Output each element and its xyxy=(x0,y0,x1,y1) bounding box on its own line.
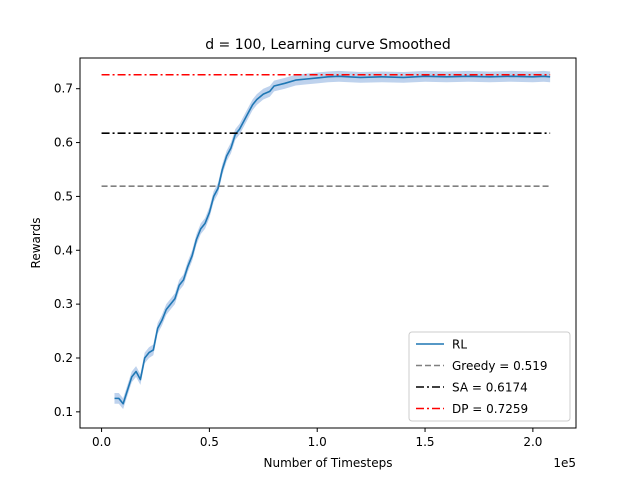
y-tick-label: 0.2 xyxy=(54,351,73,365)
x-tick-label: 0.5 xyxy=(200,435,219,449)
x-axis: 0.0 0.5 1.0 1.5 2.0 xyxy=(92,428,542,449)
x-tick-label: 0.0 xyxy=(92,435,111,449)
chart-title: d = 100, Learning curve Smoothed xyxy=(205,37,451,53)
axes-frame xyxy=(79,57,577,429)
y-axis-label: Rewards xyxy=(29,218,43,269)
y-axis: 0.1 0.2 0.3 0.4 0.5 0.6 0.7 xyxy=(54,82,80,419)
legend-label: Greedy = 0.519 xyxy=(452,359,548,373)
legend-box xyxy=(408,331,571,422)
y-tick-label: 0.1 xyxy=(54,405,73,419)
legend-label: SA = 0.6174 xyxy=(452,381,528,395)
legend-label: DP = 0.7259 xyxy=(452,402,528,416)
y-tick-label: 0.7 xyxy=(54,82,73,96)
x-axis-label: Number of Timesteps xyxy=(264,456,393,470)
y-tick-label: 0.6 xyxy=(54,136,73,150)
y-tick-label: 0.5 xyxy=(54,189,73,203)
x-axis-offset-label: 1e5 xyxy=(553,456,576,470)
y-tick-label: 0.3 xyxy=(54,297,73,311)
x-tick-label: 2.0 xyxy=(523,435,542,449)
series-line-0 xyxy=(114,75,551,405)
legend-label: RL xyxy=(452,338,467,352)
legend: RL Greedy = 0.519 SA = 0.6174 DP = 0.7259 xyxy=(408,331,571,422)
x-tick-label: 1.0 xyxy=(308,435,327,449)
x-tick-label: 1.5 xyxy=(415,435,434,449)
y-tick-label: 0.4 xyxy=(54,243,73,257)
plot-area xyxy=(101,70,551,410)
